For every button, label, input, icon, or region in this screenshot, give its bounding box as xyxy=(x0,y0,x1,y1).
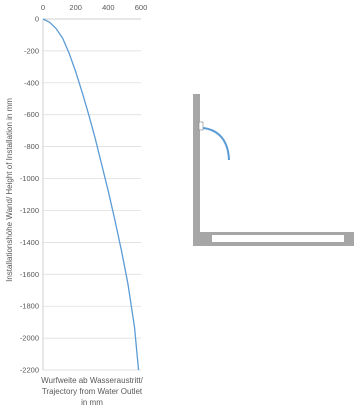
x-axis: 0 200 400 600 xyxy=(41,3,148,20)
y-tick-label: -2200 xyxy=(20,366,39,375)
installation-diagram xyxy=(193,94,354,246)
x-axis-label-line-3: in mm xyxy=(81,398,103,407)
y-tick-label: -1600 xyxy=(20,270,39,279)
trajectory-chart: 0 -200 -400 -600 -800 -1000 -1200 -1400 -1600 -18… xyxy=(5,3,148,407)
wall-and-floor-shape xyxy=(193,94,354,246)
x-axis-label-line-2: Trajectory from Water Outlet xyxy=(42,387,143,396)
y-tick-label: -400 xyxy=(24,78,39,87)
y-tick-label: -200 xyxy=(24,46,39,55)
y-axis-label: Installationshöhe Wand/ Height of Instal… xyxy=(5,98,14,282)
y-tick-label: -1400 xyxy=(20,238,39,247)
y-tick-label: 0 xyxy=(35,15,39,24)
y-tick-label: -600 xyxy=(24,110,39,119)
series-layer xyxy=(42,18,140,371)
x-tick-label: 0 xyxy=(41,3,45,12)
gridlines xyxy=(43,50,141,371)
x-tick-label: 400 xyxy=(102,3,115,12)
basin xyxy=(212,235,344,242)
x-axis-label-line-1: Wurfweite ab Wasseraustritt/ xyxy=(41,376,144,385)
y-tick-label: -2000 xyxy=(20,334,39,343)
y-tick-label: -800 xyxy=(24,142,39,151)
y-axis: 0 -200 -400 -600 -800 -1000 -1200 -1400 -1600 -18… xyxy=(20,15,44,375)
water-stream xyxy=(202,127,230,161)
y-tick-label: -1800 xyxy=(20,302,39,311)
water-outlet xyxy=(198,121,204,131)
x-tick-label: 600 xyxy=(135,3,148,12)
series-line xyxy=(42,18,140,371)
y-tick-label: -1200 xyxy=(20,206,39,215)
y-tick-label: -1000 xyxy=(20,174,39,183)
x-tick-label: 200 xyxy=(69,3,82,12)
